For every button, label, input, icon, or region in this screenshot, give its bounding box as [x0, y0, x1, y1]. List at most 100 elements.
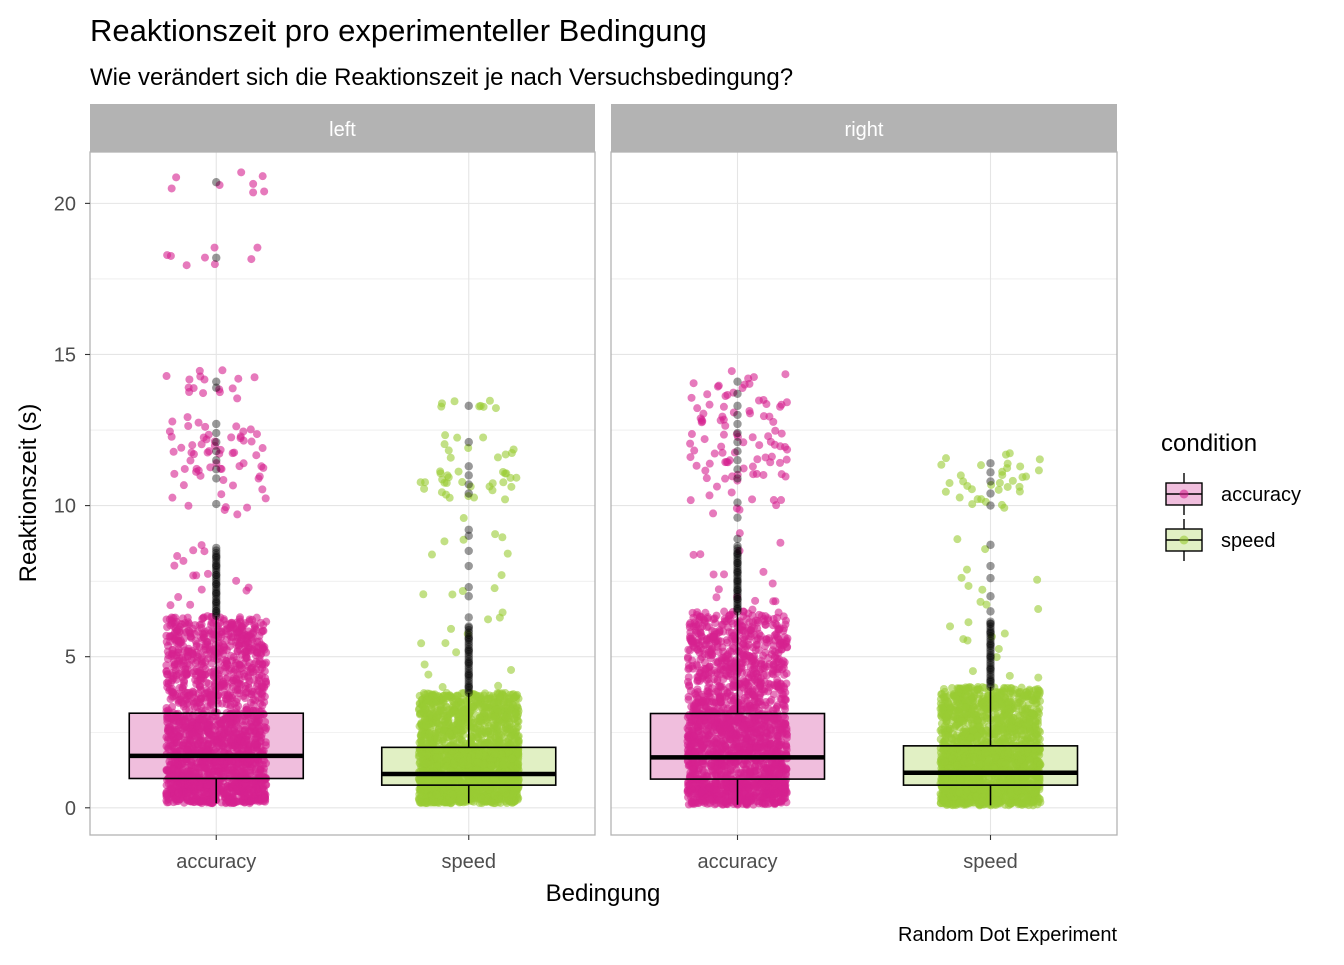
data-point — [177, 444, 185, 452]
outlier-point — [212, 377, 220, 385]
data-point — [452, 648, 460, 656]
data-point — [256, 655, 264, 663]
data-point — [259, 761, 267, 769]
data-point — [204, 626, 212, 634]
data-point — [173, 690, 181, 698]
data-point — [177, 638, 185, 646]
data-point — [453, 434, 461, 442]
data-point — [234, 375, 242, 383]
data-point — [229, 481, 237, 489]
data-point — [195, 669, 203, 677]
data-point — [226, 666, 234, 674]
data-point — [257, 462, 265, 470]
data-point — [163, 791, 171, 799]
data-point — [163, 742, 171, 750]
data-point — [770, 799, 778, 807]
outlier-point — [212, 178, 220, 186]
data-point — [503, 799, 511, 807]
data-point — [198, 440, 206, 448]
outlier-point — [212, 420, 220, 428]
data-point — [491, 584, 499, 592]
data-point — [179, 716, 187, 724]
data-point — [504, 550, 512, 558]
data-point — [491, 713, 499, 721]
data-point — [452, 710, 460, 718]
data-point — [219, 476, 227, 484]
data-point — [745, 797, 753, 805]
data-point — [499, 608, 507, 616]
data-point — [450, 740, 458, 748]
data-point — [168, 184, 176, 192]
data-point — [486, 397, 494, 405]
data-point — [706, 796, 714, 804]
data-point — [163, 372, 171, 380]
data-point — [441, 639, 449, 647]
data-point — [224, 727, 232, 735]
data-point — [425, 697, 433, 705]
data-point — [474, 698, 482, 706]
data-point — [447, 454, 455, 462]
data-point — [443, 694, 451, 702]
data-point — [439, 735, 447, 743]
data-point — [447, 625, 455, 633]
data-point — [185, 376, 193, 384]
data-point — [187, 768, 195, 776]
data-point — [448, 590, 456, 598]
data-point — [183, 789, 191, 797]
data-point — [196, 698, 204, 706]
data-point — [252, 451, 260, 459]
data-point — [248, 664, 256, 672]
data-point — [211, 793, 219, 801]
data-point — [422, 759, 430, 767]
data-point — [181, 773, 189, 781]
data-point — [501, 495, 509, 503]
data-point — [507, 666, 515, 674]
data-point — [218, 366, 226, 374]
data-point — [173, 676, 181, 684]
data-point — [259, 621, 267, 629]
outlier-point — [465, 623, 473, 631]
data-point — [258, 485, 266, 493]
data-point — [256, 731, 264, 739]
data-point — [453, 692, 461, 700]
outlier-point — [465, 438, 473, 446]
data-point — [175, 789, 183, 797]
data-point — [502, 713, 510, 721]
data-point — [482, 780, 490, 788]
data-point — [195, 765, 203, 773]
data-point — [173, 552, 181, 560]
data-point — [219, 768, 227, 776]
data-point — [498, 571, 506, 579]
facet-label-left: left — [329, 119, 356, 141]
data-point — [501, 726, 509, 734]
data-point — [262, 494, 270, 502]
data-point — [179, 557, 187, 565]
data-point — [232, 577, 240, 585]
data-point — [417, 639, 425, 647]
data-point — [698, 787, 706, 795]
data-point — [205, 431, 213, 439]
data-point — [196, 683, 204, 691]
data-point — [687, 786, 695, 794]
data-point — [420, 709, 428, 717]
box-group-accuracy — [651, 367, 825, 809]
data-point — [439, 683, 447, 691]
data-point — [243, 759, 251, 767]
data-point — [240, 459, 248, 467]
chart-title: Reaktionszeit pro experimenteller Beding… — [90, 13, 707, 48]
data-point — [196, 372, 204, 380]
data-point — [499, 478, 507, 486]
data-point — [241, 619, 249, 627]
data-point — [755, 799, 763, 807]
data-point — [451, 397, 459, 405]
data-point — [433, 754, 441, 762]
chart-subtitle: Wie verändert sich die Reaktionszeit je … — [90, 64, 793, 91]
data-point — [215, 738, 223, 746]
data-point — [231, 728, 239, 736]
data-point — [498, 533, 506, 541]
data-point — [460, 514, 468, 522]
data-point — [416, 795, 424, 803]
data-point — [183, 261, 191, 269]
data-point — [192, 789, 200, 797]
